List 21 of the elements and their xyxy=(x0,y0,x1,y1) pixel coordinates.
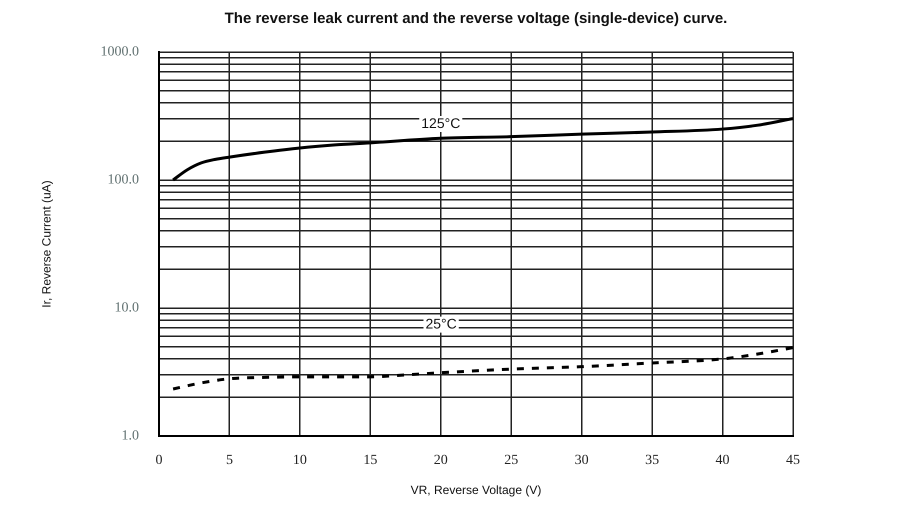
annotation: 25°C xyxy=(425,316,457,332)
x-tick-label: 5 xyxy=(226,453,233,468)
y-tick-label: 100.0 xyxy=(108,172,139,188)
y-tick-label: 1000.0 xyxy=(100,44,139,60)
x-tick-label: 0 xyxy=(156,453,162,468)
x-axis-title: VR, Reverse Voltage (V) xyxy=(410,483,542,498)
y-tick-label: 1.0 xyxy=(122,428,139,444)
x-tick-label: 15 xyxy=(363,453,378,468)
x-tick-label: 40 xyxy=(716,453,730,468)
x-tick-label: 10 xyxy=(292,453,307,468)
line-series xyxy=(172,117,793,182)
x-tick-label: 35 xyxy=(645,453,660,468)
x-tick-label: 25 xyxy=(504,453,518,468)
annotation: 125°C xyxy=(421,114,460,131)
x-tick-label: 45 xyxy=(786,453,800,468)
x-tick-label: 30 xyxy=(574,453,589,468)
chart-title: The reverse leak current and the reverse voltage (single-device) curve. xyxy=(224,10,728,27)
x-tick-label: 20 xyxy=(434,453,448,468)
y-tick-label: 10.0 xyxy=(114,300,139,316)
line-series xyxy=(172,346,793,390)
y-axis-title: Ir, Reverse Current (uA) xyxy=(40,180,54,308)
